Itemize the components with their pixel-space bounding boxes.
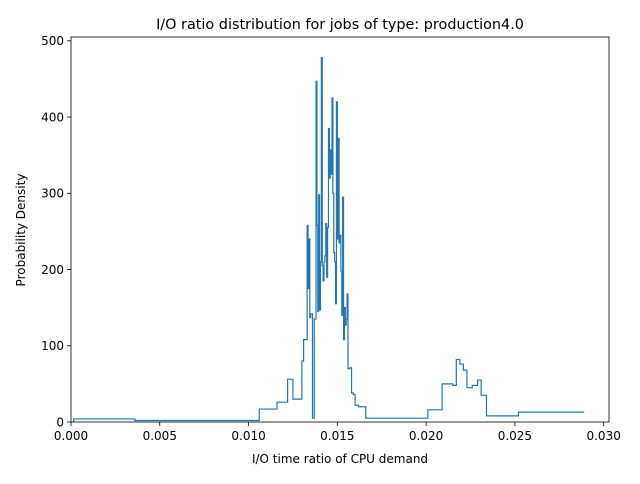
x-tick-label: 0.025 [498,429,532,443]
y-tick-label: 0 [56,415,64,429]
y-tick-label: 100 [41,339,64,353]
chart-title: I/O ratio distribution for jobs of type:… [156,17,524,33]
histogram-step-line [73,56,585,422]
x-tick-label: 0.030 [586,429,620,443]
x-tick-label: 0.000 [54,429,88,443]
y-axis-label: Probability Density [14,174,28,287]
histogram-series [73,56,585,422]
x-tick-label: 0.020 [409,429,443,443]
x-tick-label: 0.005 [143,429,177,443]
x-axis-label: I/O time ratio of CPU demand [252,452,428,466]
axes-frame [70,36,610,423]
axes-spines [70,36,610,423]
axis-ticks: 0.000 0.005 0.010 0.015 0.020 0.025 0.030 0 100 2… [41,34,621,443]
y-tick-label: 300 [41,187,64,201]
x-tick-label: 0.010 [231,429,265,443]
y-tick-label: 500 [41,34,64,48]
x-tick-label: 0.015 [320,429,354,443]
y-tick-label: 200 [41,263,64,277]
y-tick-label: 400 [41,110,64,124]
